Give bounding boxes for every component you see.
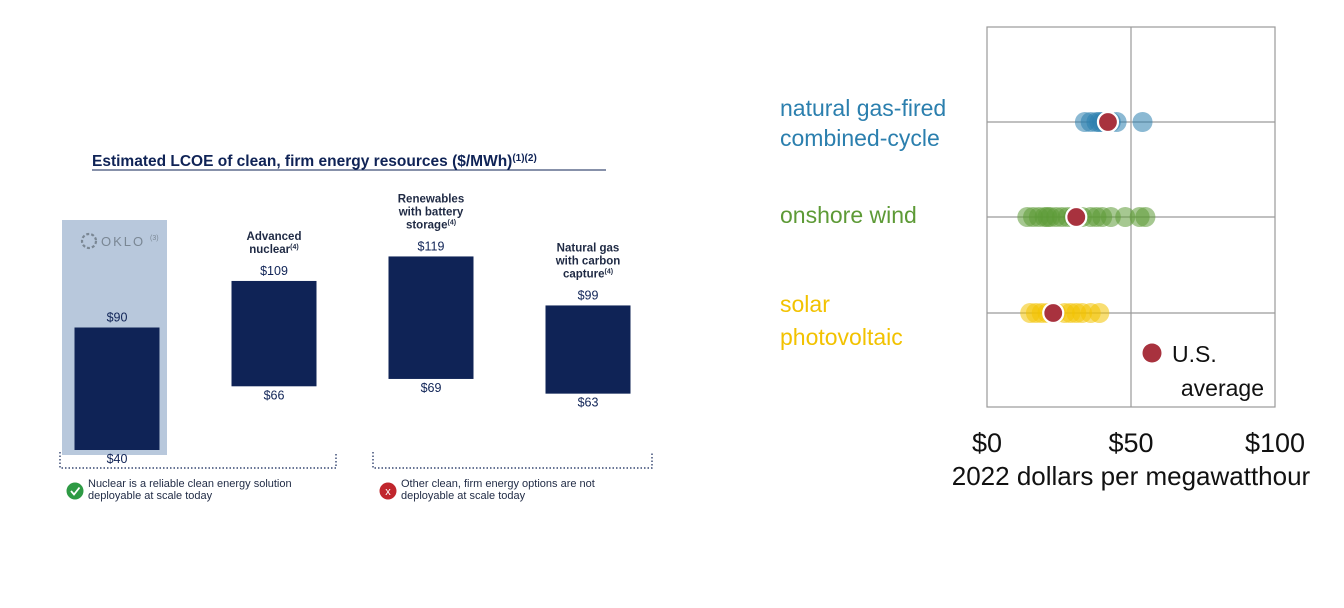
category-superscript: (4) <box>447 219 456 226</box>
range-bar <box>231 280 317 387</box>
range-bar <box>74 327 160 450</box>
chart-title-text: Estimated LCOE of clean, firm energy res… <box>92 153 512 170</box>
average-point <box>1065 205 1088 229</box>
bar-low-label: $63 <box>578 396 599 410</box>
chart-title: Estimated LCOE of clean, firm energy res… <box>92 153 537 170</box>
check-icon <box>66 482 84 500</box>
group-note: deployable at scale today <box>88 490 213 502</box>
category-label: with carbon <box>555 255 621 267</box>
average-point <box>1042 301 1065 325</box>
cross-icon <box>379 482 397 500</box>
oklo-logo-superscript: (3) <box>150 235 159 242</box>
category-label: nuclear(4) <box>249 244 298 256</box>
data-point <box>1100 207 1121 227</box>
data-point <box>1089 303 1110 323</box>
bar-high-label: $90 <box>107 311 128 325</box>
bar-low-label: $69 <box>421 381 442 395</box>
row-label: onshore wind <box>780 202 917 228</box>
category-label: Advanced <box>247 231 302 243</box>
oklo-logo: OKLO (3) <box>80 232 159 250</box>
cross-icon-mark: x <box>385 486 391 498</box>
x-tick-label: $100 <box>1245 428 1305 458</box>
row-label: solar <box>780 291 830 317</box>
category-label: capture(4) <box>563 268 613 280</box>
legend-marker <box>1142 343 1162 363</box>
oklo-logo-icon <box>80 232 98 250</box>
data-point <box>1135 207 1156 227</box>
chart-title-superscript: (1)(2) <box>512 153 536 164</box>
row-label: combined-cycle <box>780 125 940 151</box>
group-note: deployable at scale today <box>401 490 526 502</box>
category-label: Renewables <box>398 193 464 205</box>
group-bracket <box>372 452 653 469</box>
x-axis-label: 2022 dollars per megawatthour <box>952 461 1311 491</box>
row-label: photovoltaic <box>780 324 903 350</box>
group-note: Other clean, firm energy options are not <box>401 478 595 490</box>
row-label: natural gas-fired <box>780 95 946 121</box>
bar-low-label: $40 <box>107 452 128 466</box>
category-superscript: (4) <box>290 244 299 251</box>
group-bracket <box>59 452 337 469</box>
bar-high-label: $119 <box>418 239 445 253</box>
x-tick-label: $0 <box>972 428 1002 458</box>
legend-label: average <box>1181 375 1264 401</box>
oklo-logo-text: OKLO <box>101 234 145 249</box>
range-bar <box>388 256 474 379</box>
range-bar <box>545 305 631 394</box>
group-note: Nuclear is a reliable clean energy solut… <box>88 478 292 490</box>
check-icon-mark <box>70 486 81 496</box>
category-label: storage(4) <box>406 219 456 231</box>
data-point <box>1115 207 1136 227</box>
bar-high-label: $99 <box>578 288 599 302</box>
data-point <box>1132 112 1153 132</box>
category-superscript: (4) <box>604 268 613 275</box>
legend-label: U.S. <box>1172 341 1217 367</box>
bar-high-label: $109 <box>260 264 288 278</box>
bar-low-label: $66 <box>264 388 285 402</box>
category-label: Natural gas <box>557 242 620 254</box>
average-point <box>1096 110 1120 134</box>
category-label: with battery <box>398 206 464 218</box>
lcoe-bar-chart: Estimated LCOE of clean, firm energy res… <box>59 153 653 502</box>
x-tick-label: $50 <box>1108 428 1153 458</box>
